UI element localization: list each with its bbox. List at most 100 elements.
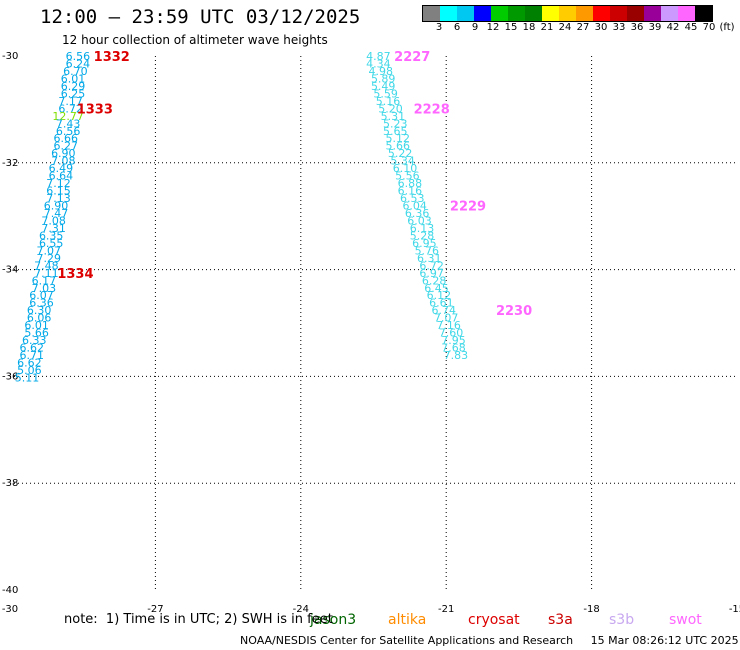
wave-height-point: 5.59 (373, 87, 398, 100)
wave-height-point: 6.56 (56, 125, 81, 138)
wave-height-point: 6.25 (61, 87, 86, 100)
x-tick-label: -18 (583, 604, 599, 615)
wave-height-point: 7.31 (41, 222, 66, 235)
wave-height-point: 6.31 (417, 252, 442, 265)
color-scale-label: 12 (486, 22, 500, 33)
wave-height-point: 4.34 (366, 57, 391, 70)
color-scale-label: 39 (648, 22, 662, 33)
color-scale-label: 9 (471, 22, 479, 33)
wave-height-point: 5.16 (376, 95, 401, 108)
wave-height-point: 6.06 (27, 312, 52, 325)
wave-height-point: 7.11 (34, 267, 59, 280)
wave-height-point: 7.07 (434, 312, 459, 325)
wave-height-point: 6.01 (24, 319, 49, 332)
wave-height-point: 6.90 (51, 147, 76, 160)
wave-height-point: 6.53 (400, 192, 425, 205)
wave-height-point: 7.60 (439, 327, 464, 340)
wave-height-point: 6.07 (29, 289, 54, 302)
wave-height-point: 6.45 (424, 282, 449, 295)
color-scale-labels: 3 6 9 12 15 18 21 24 27 30 33 36 39 42 45 70 (ft) (422, 22, 740, 34)
wave-height-point: 7.13 (46, 192, 71, 205)
color-scale-label: 18 (522, 22, 536, 33)
wave-height-point: 5.76 (415, 244, 440, 257)
wave-height-point: 7.08 (51, 155, 76, 168)
wave-height-point: 6.70 (63, 65, 88, 78)
wave-height-point: 5.65 (383, 125, 408, 138)
color-scale-label: 15 (504, 22, 518, 33)
wave-height-point: 7.48 (34, 259, 59, 272)
y-tick-label: -36 (2, 371, 18, 382)
wave-height-point: 7.08 (41, 214, 66, 227)
wave-height-point: 6.88 (398, 177, 423, 190)
wave-height-point: 5.06 (17, 364, 42, 377)
color-scale-label: 36 (630, 22, 644, 33)
wave-height-point: 7.68 (441, 342, 466, 355)
legend-entry-cryosat: cryosat (468, 612, 520, 628)
color-swatch (474, 6, 491, 21)
x-tick-label: -27 (147, 604, 163, 615)
wave-height-point: 5.49 (371, 80, 396, 93)
wave-height-point: 7.17 (58, 95, 83, 108)
wave-height-point: 6.27 (53, 140, 78, 153)
wave-height-point: 5.20 (378, 102, 403, 115)
color-swatch (542, 6, 559, 21)
wave-height-point: 6.90 (44, 200, 69, 213)
color-scale-label: 24 (558, 22, 572, 33)
wave-height-point: 6.24 (66, 57, 91, 70)
wave-height-point: 6.97 (419, 267, 444, 280)
color-scale-label: 70 (702, 22, 716, 33)
wave-height-point: 7.83 (444, 349, 469, 362)
wave-height-point: 5.66 (24, 327, 49, 340)
wave-height-point: 6.62 (17, 357, 42, 370)
color-swatch (440, 6, 457, 21)
color-swatch (457, 6, 474, 21)
color-scale-label: 3 (435, 22, 443, 33)
wave-height-point: 6.30 (27, 304, 52, 317)
wave-height-point: 6.61 (429, 297, 454, 310)
y-tick-label: -32 (2, 158, 18, 169)
color-swatch (559, 6, 576, 21)
x-tick-label: -30 (2, 604, 18, 615)
color-swatch (491, 6, 508, 21)
color-scale-label: 30 (594, 22, 608, 33)
color-scale-label: 6 (453, 22, 461, 33)
legend-entry-s3a: s3a (548, 612, 573, 628)
wave-height-point: 7.16 (436, 319, 461, 332)
legend-entry-s3b: s3b (609, 612, 635, 628)
color-scale-label: 33 (612, 22, 626, 33)
color-swatch (576, 6, 593, 21)
wave-height-point: 4.98 (369, 65, 394, 78)
y-tick-label: -38 (2, 478, 18, 489)
credit-line: NOAA/NESDIS Center for Satellite Applica… (240, 634, 739, 647)
wave-height-point: 6.95 (412, 237, 437, 250)
color-scale-label: 21 (540, 22, 554, 33)
wave-height-point: 6.71 (20, 349, 45, 362)
pass-number-label: 1332 (94, 50, 130, 65)
color-scale-label: 45 (684, 22, 698, 33)
color-scale-label: 42 (666, 22, 680, 33)
wave-height-point: 12.77 (52, 110, 84, 123)
wave-height-point: 7.29 (37, 252, 62, 265)
wave-height-point: 5.66 (385, 140, 410, 153)
color-scale-label: 27 (576, 22, 590, 33)
pass-number-label: 2227 (394, 50, 430, 65)
pass-number-label: 1333 (77, 102, 113, 117)
wave-height-point: 4.87 (366, 50, 391, 63)
wave-height-point: 6.10 (393, 162, 418, 175)
wave-height-point: 7.95 (441, 334, 466, 347)
wave-height-point: 6.66 (53, 132, 78, 145)
color-swatch (593, 6, 610, 21)
color-swatch (508, 6, 525, 21)
wave-height-point: 6.36 (29, 297, 54, 310)
color-swatch (525, 6, 542, 21)
color-scale-bar (422, 5, 713, 22)
wave-height-point: 5.23 (383, 117, 408, 130)
y-tick-label: -34 (2, 265, 18, 276)
pass-number-label: 1334 (57, 267, 93, 282)
wave-height-point: 6.72 (58, 102, 83, 115)
wave-height-point: 6.03 (407, 214, 432, 227)
pass-number-label: 2228 (414, 102, 450, 117)
wave-height-point: 5.12 (385, 132, 410, 145)
x-tick-label: -15 (729, 604, 740, 615)
